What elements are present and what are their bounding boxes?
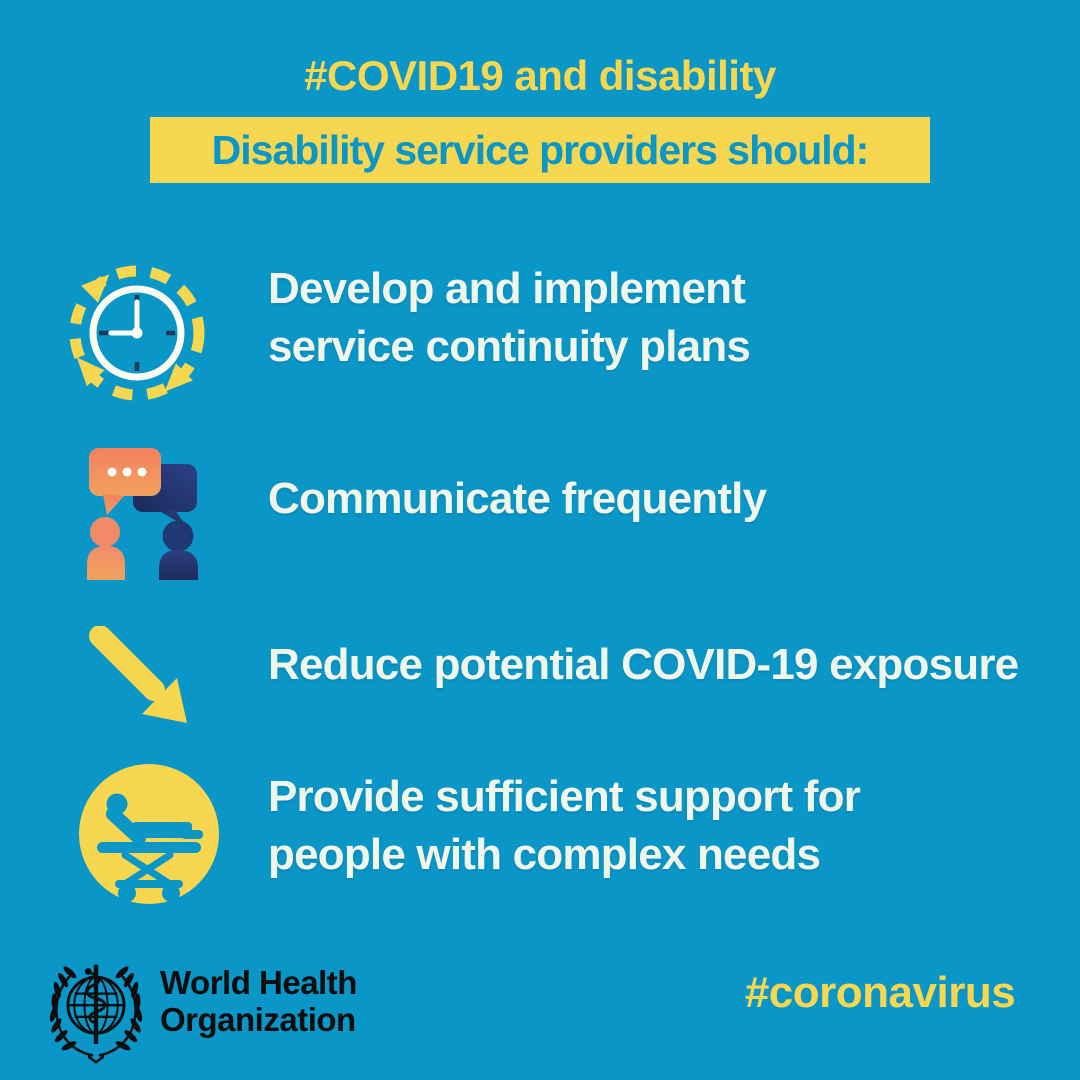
patient-stretcher-icon [79, 764, 219, 904]
item-line: service continuity plans [268, 322, 751, 371]
poster-title: #COVID19 and disability [304, 52, 776, 99]
item-line: Provide sufficient support for [268, 772, 861, 821]
clock-cycle-icon [69, 265, 205, 401]
speech-bubble-orange [89, 448, 161, 515]
who-emblem-icon [49, 963, 145, 1064]
item-text-service-continuity: Develop and implement service continuity… [268, 260, 751, 376]
item-text-reduce-exposure: Reduce potential COVID-19 exposure [268, 636, 1019, 694]
who-wordmark-line2: Organization [160, 1001, 356, 1038]
item-text-complex-needs: Provide sufficient support for people wi… [268, 768, 861, 884]
item-line: Communicate frequently [268, 474, 767, 523]
communication-people-icon [87, 448, 198, 580]
item-text-communicate: Communicate frequently [268, 470, 767, 528]
item-line: people with complex needs [268, 830, 821, 879]
person-orange [87, 517, 125, 580]
who-wordmark: World Health Organization [160, 964, 357, 1038]
item-line: Reduce potential COVID-19 exposure [268, 640, 1019, 689]
who-wordmark-line1: World Health [160, 964, 357, 1001]
banner-text: Disability service providers should: [211, 126, 870, 173]
item-line: Develop and implement [268, 264, 746, 313]
coronavirus-hashtag: #coronavirus [744, 968, 1016, 1017]
diagonal-arrow-icon [89, 626, 187, 723]
banner-bar: Disability service providers should: [150, 117, 930, 183]
person-navy [159, 520, 198, 580]
